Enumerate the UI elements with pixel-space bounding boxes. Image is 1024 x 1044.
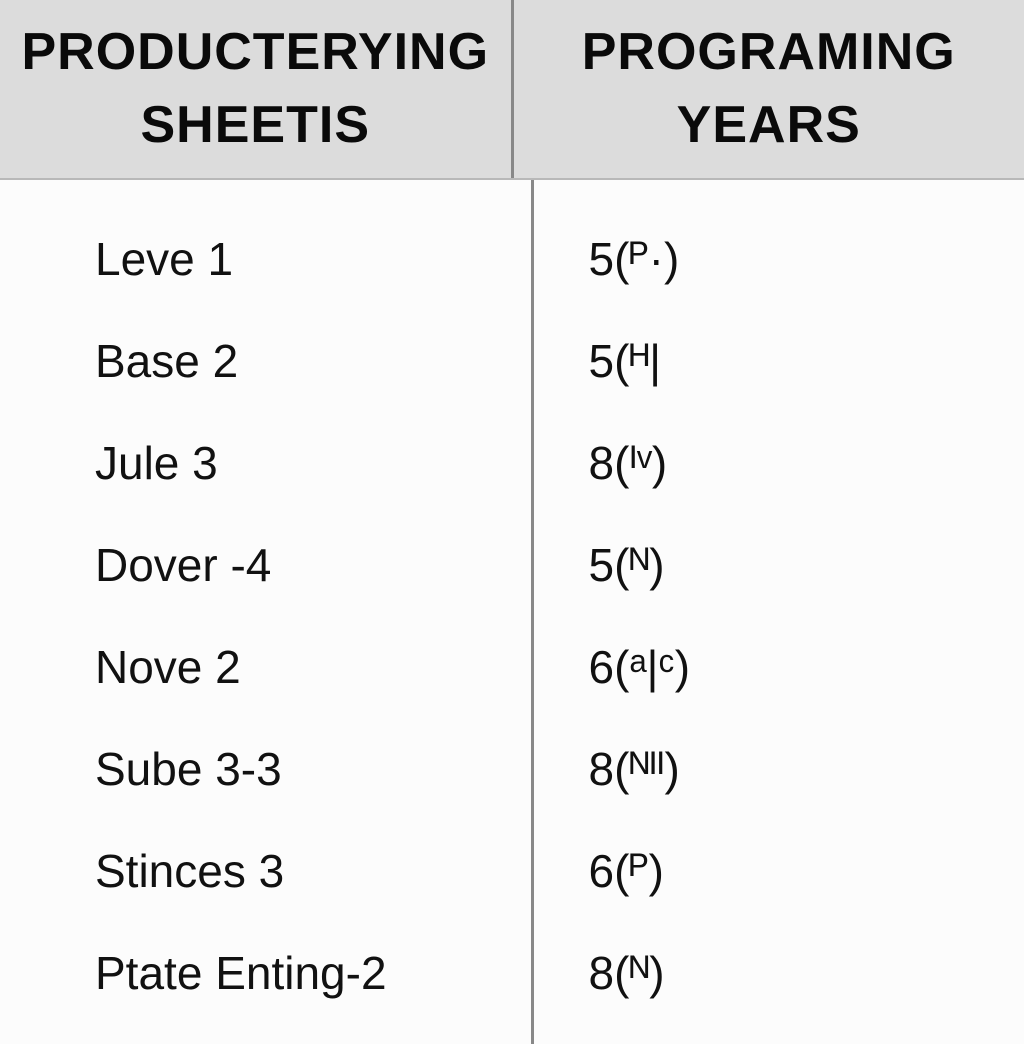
table-column-values: 5(ᴾ·) 5(ᴴ| 8(ᴵᵛ) 5(ᴺ) 6(ᵃ|ᶜ) 8(ᴺᴵᴵ) 6(ᴾ)…	[534, 180, 1024, 1044]
table-row-value: 8(ᴺᴵᴵ)	[589, 718, 1024, 820]
table-header-row: PRODUCTERYING SHEETIS PROGRAMING YEARS	[0, 0, 1024, 180]
table-row-value: 5(ᴾ·)	[589, 208, 1024, 310]
table-column-labels: Leve 1 Base 2 Jule 3 Dover -4 Nove 2 Sub…	[0, 180, 534, 1044]
table-body: Leve 1 Base 2 Jule 3 Dover -4 Nove 2 Sub…	[0, 180, 1024, 1044]
table-row-value: 6(ᴾ)	[589, 820, 1024, 922]
table-row-label: Stinces 3	[95, 820, 531, 922]
data-table: PRODUCTERYING SHEETIS PROGRAMING YEARS L…	[0, 0, 1024, 1024]
table-row-value: 8(ᴵᵛ)	[589, 412, 1024, 514]
column-header-years: PROGRAMING YEARS	[514, 0, 1024, 178]
table-row-value: 8(ᴺ)	[589, 922, 1024, 1024]
table-row-label: Jule 3	[95, 412, 531, 514]
table-row-label: Base 2	[95, 310, 531, 412]
header-line: SHEETIS	[141, 89, 371, 162]
header-line: PRODUCTERYING	[21, 16, 489, 89]
table-row-label: Nove 2	[95, 616, 531, 718]
column-header-sheets: PRODUCTERYING SHEETIS	[0, 0, 514, 178]
table-row-label: Sube 3-3	[95, 718, 531, 820]
table-row-value: 6(ᵃ|ᶜ)	[589, 616, 1024, 718]
header-line: PROGRAMING	[582, 16, 956, 89]
table-row-label: Dover -4	[95, 514, 531, 616]
table-row-label: Ptate Enting-2	[95, 922, 531, 1024]
table-row-value: 5(ᴴ|	[589, 310, 1024, 412]
table-row-label: Leve 1	[95, 208, 531, 310]
table-row-value: 5(ᴺ)	[589, 514, 1024, 616]
header-line: YEARS	[677, 89, 861, 162]
